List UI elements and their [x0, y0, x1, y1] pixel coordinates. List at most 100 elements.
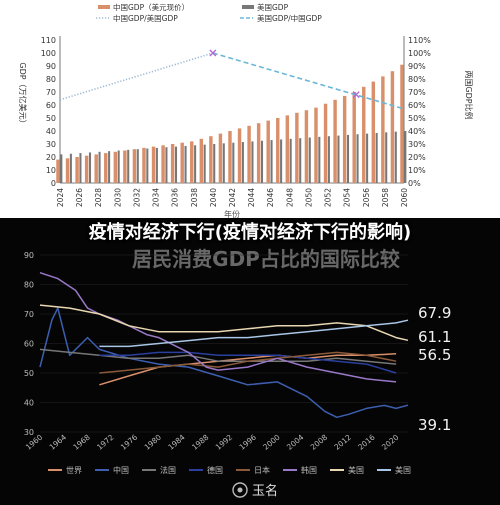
china-gdp-bar: [323, 103, 328, 183]
china-gdp-bar: [94, 154, 98, 183]
top-bars: [56, 64, 407, 183]
china-gdp-bar: [228, 131, 232, 183]
china-gdp-bar: [170, 144, 175, 183]
ratio-marker: [352, 91, 360, 99]
us-gdp-bar: [127, 149, 130, 183]
bottom-ytick: 40: [24, 399, 34, 408]
bottom-ytick: 60: [24, 340, 34, 349]
china-gdp-bar: [132, 149, 137, 183]
us-gdp-bar: [404, 131, 407, 183]
top-xtick: 2036: [171, 188, 180, 207]
us-gdp-bar: [146, 148, 149, 183]
consumption-line: [39, 271, 397, 383]
bottom-legend: 世界 中国 法国 德国 日本 韩国 美国 美国: [48, 465, 411, 475]
us-gdp-bar: [194, 145, 197, 183]
top-ytick-left: 0: [51, 179, 56, 188]
top-ytick-right: 40%: [408, 127, 426, 136]
china-gdp-bar: [161, 145, 165, 183]
china-gdp-bar: [352, 92, 356, 183]
value-label: 39.1: [418, 416, 451, 434]
us-gdp-bar: [222, 143, 225, 183]
us-gdp-bar: [108, 151, 111, 183]
us-gdp-bar: [251, 141, 254, 183]
china-gdp-bar: [314, 107, 318, 183]
weibo-icon: [232, 482, 248, 498]
us-gdp-bar: [184, 145, 187, 183]
top-legend-label: 美国GDP: [257, 2, 289, 12]
top-ytick-left: 40: [46, 127, 56, 136]
us-gdp-bar: [241, 142, 244, 183]
us-gdp-bar: [289, 138, 292, 183]
china-gdp-bar: [56, 159, 60, 183]
china-gdp-bar: [400, 64, 404, 183]
value-label: 56.5: [418, 346, 451, 364]
china-gdp-bar: [180, 142, 184, 183]
value-label: 61.1: [418, 328, 451, 346]
us-gdp-bar: [327, 136, 330, 183]
top-xtick: 2056: [362, 188, 371, 207]
us-gdp-bar: [98, 151, 101, 183]
us-gdp-bar: [60, 154, 63, 183]
china-gdp-bar: [84, 155, 89, 183]
weibo-icon-dot: [237, 487, 243, 493]
bottom-ytick: 70: [24, 310, 34, 319]
china-gdp-bar: [247, 125, 251, 183]
china-gdp-bar: [65, 158, 70, 183]
us-gdp-bar: [174, 146, 178, 183]
top-ytick-left: 80: [46, 75, 56, 84]
china-gdp-bar: [304, 110, 309, 183]
bottom-chart-title: 居民消费GDP占比的国际比较: [132, 247, 400, 271]
us-gdp-bar: [270, 140, 273, 183]
top-ytick-left: 110: [41, 36, 56, 45]
china-gdp-bar: [190, 141, 194, 183]
us-gdp-bar: [299, 138, 302, 183]
top-xtick: 2058: [381, 188, 390, 207]
us-gdp-bar: [308, 137, 311, 183]
top-xtick: 2042: [228, 188, 237, 207]
top-legend-label: 中国GDP/美国GDP: [113, 13, 178, 23]
china-gdp-bar: [199, 138, 204, 183]
bottom-ytick: 30: [24, 428, 34, 437]
bottom-lines: [39, 271, 409, 419]
top-xtick: 2050: [304, 188, 313, 207]
top-ytick-left: 100: [41, 49, 56, 58]
top-ytick-right: 100%: [408, 49, 431, 58]
china-gdp-bar: [113, 151, 118, 183]
us-gdp-bar: [385, 132, 388, 183]
top-ytick-right: 10%: [408, 166, 426, 175]
top-xtick: 2046: [266, 188, 275, 207]
us-gdp-bar: [346, 134, 350, 183]
consumption-line: [99, 319, 409, 348]
consumption-line: [99, 351, 397, 374]
china-gdp-bar: [342, 95, 347, 183]
top-legend: 中国GDP（美元现价） 美国GDP 中国GDP/美国GDP 美国GDP/中国GDP: [96, 2, 322, 23]
us-gdp-bar: [213, 144, 216, 183]
top-xtick: 2032: [132, 188, 141, 207]
china-gdp-bar: [209, 136, 213, 183]
top-ytick-right: 0%: [408, 179, 421, 188]
top-ytick-right: 80%: [408, 75, 426, 84]
top-legend-label: 美国GDP/中国GDP: [257, 13, 322, 23]
value-label: 67.9: [418, 304, 451, 322]
top-legend-swatch: [242, 5, 254, 9]
headline: 疫情对经济下行(疫情对经济下行的影响): [88, 222, 412, 243]
top-xtick: 2054: [343, 188, 352, 207]
china-gdp-bar: [381, 76, 385, 183]
top-xlabel: 年份: [224, 209, 240, 219]
us-gdp-bar: [117, 150, 120, 183]
crossover-marker: [209, 49, 217, 57]
top-ytick-right: 70%: [408, 88, 426, 97]
china-gdp-bar: [104, 153, 108, 183]
top-ytick-right: 90%: [408, 62, 426, 71]
top-ytick-right: 50%: [408, 114, 426, 123]
china-gdp-bar: [75, 157, 79, 183]
watermark-text: 玉名: [252, 483, 278, 499]
top-xtick: 2052: [324, 188, 333, 207]
top-ytick-right: 110%: [408, 36, 431, 45]
china-gdp-bar: [266, 120, 270, 183]
china-gdp-bar: [123, 150, 127, 183]
top-ytick-left: 90: [46, 62, 56, 71]
us-gdp-bar: [356, 134, 359, 183]
top-xtick: 2060: [400, 188, 409, 207]
